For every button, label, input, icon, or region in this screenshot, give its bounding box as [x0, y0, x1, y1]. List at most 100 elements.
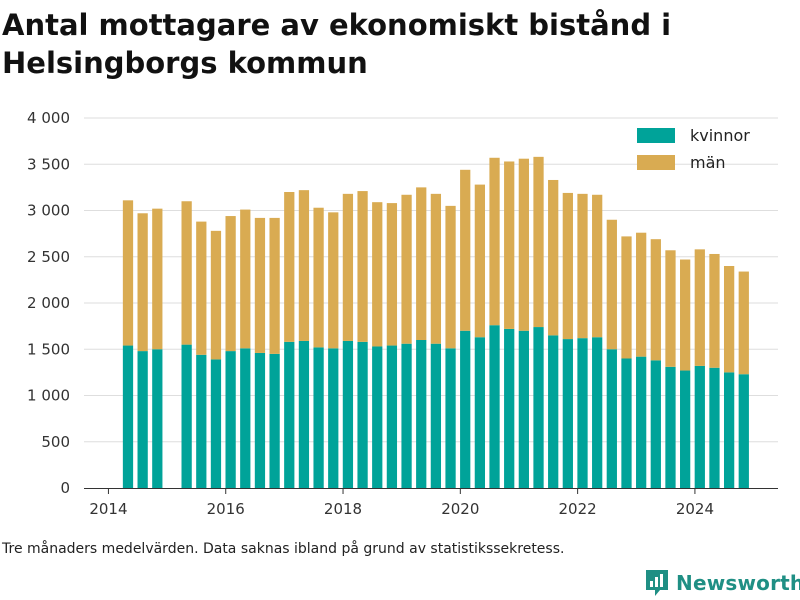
bar-män: [225, 216, 236, 352]
bar-män: [533, 156, 544, 328]
bar-kvinnor: [562, 339, 573, 488]
y-tick-label: 1 000: [27, 387, 70, 405]
bar-kvinnor: [372, 346, 383, 488]
bar-män: [254, 217, 266, 353]
bar-kvinnor: [665, 366, 676, 488]
bar-kvinnor: [137, 351, 148, 488]
bar-kvinnor: [709, 367, 720, 488]
bar-män: [401, 194, 412, 344]
bar-kvinnor: [386, 345, 398, 488]
bar-män: [284, 192, 295, 342]
bar-kvinnor: [152, 349, 163, 488]
bar-kvinnor: [621, 358, 632, 488]
bar-män: [152, 208, 163, 350]
y-tick-label: 2 000: [27, 294, 70, 312]
bar-kvinnor: [225, 351, 236, 488]
bar-män: [636, 232, 647, 357]
bar-kvinnor: [401, 343, 412, 488]
bar-män: [592, 194, 603, 338]
bar-kvinnor: [723, 372, 735, 488]
bar-män: [416, 187, 427, 340]
bar-kvinnor: [416, 340, 427, 488]
bar-män: [709, 253, 720, 368]
bar-kvinnor: [430, 343, 442, 488]
bar-män: [474, 184, 486, 338]
bar-män: [328, 212, 339, 349]
bar-män: [650, 239, 661, 361]
chart-title: Antal mottagare av ekonomiskt bistånd i …: [2, 8, 672, 80]
y-tick-label: 3 000: [27, 202, 70, 220]
legend-swatch-kvinnor: [637, 128, 675, 143]
bar-kvinnor: [504, 328, 515, 488]
bar-kvinnor: [533, 327, 544, 488]
bar-kvinnor: [489, 325, 500, 488]
bar-kvinnor: [548, 335, 559, 488]
x-tick-label: 2020: [441, 500, 479, 518]
bar-kvinnor: [342, 340, 354, 488]
legend-swatch-män: [637, 155, 675, 170]
y-tick-label: 3 500: [27, 155, 70, 173]
bar-män: [680, 259, 691, 371]
brand-logo: Newsworthy: [644, 566, 800, 600]
bar-män: [548, 179, 559, 336]
bar-kvinnor: [460, 330, 471, 488]
bar-män: [122, 200, 134, 346]
bar-kvinnor: [196, 354, 207, 488]
bar-män: [460, 169, 471, 331]
bar-kvinnor: [240, 348, 251, 488]
bar-män: [518, 158, 529, 331]
bar-män: [181, 201, 192, 345]
bar-män: [577, 193, 588, 339]
footnote: Tre månaders medelvärden. Data saknas ib…: [2, 541, 565, 557]
bar-män: [357, 191, 368, 342]
bar-kvinnor: [122, 345, 134, 488]
y-tick-label: 500: [41, 433, 70, 451]
x-tick-label: 2014: [89, 500, 127, 518]
bar-kvinnor: [474, 337, 486, 488]
newsworthy-logo-icon: [646, 570, 668, 596]
bar-män: [137, 213, 148, 352]
bar-män: [386, 203, 398, 346]
bar-män: [210, 230, 222, 360]
bar-män: [723, 266, 735, 373]
bar-kvinnor: [738, 374, 749, 488]
y-tick-label: 2 500: [27, 248, 70, 266]
y-tick-label: 4 000: [27, 109, 70, 127]
x-tick-label: 2024: [676, 500, 714, 518]
bar-män: [342, 193, 354, 341]
bar-kvinnor: [313, 347, 324, 488]
bar-män: [738, 271, 749, 375]
bar-kvinnor: [577, 338, 588, 488]
bar-kvinnor: [680, 370, 691, 488]
bar-kvinnor: [181, 344, 192, 488]
bar-kvinnor: [298, 340, 310, 488]
y-tick-label: 0: [60, 479, 70, 497]
bar-kvinnor: [592, 337, 603, 488]
bar-män: [504, 161, 515, 329]
bar-män: [298, 190, 310, 341]
x-tick-label: 2022: [559, 500, 597, 518]
axes: 0 500 1 000 1 500 2 000 2 500 3 000 3 500 4 000 2…: [27, 109, 778, 518]
legend: kvinnor män: [637, 126, 750, 172]
bar-män: [313, 207, 324, 348]
bar-kvinnor: [636, 356, 647, 488]
bar-kvinnor: [445, 348, 456, 488]
bar-kvinnor: [254, 352, 266, 488]
bar-kvinnor: [210, 359, 222, 488]
bar-män: [489, 157, 500, 326]
bar-kvinnor: [269, 353, 280, 488]
bar-män: [562, 192, 573, 340]
bar-kvinnor: [606, 349, 617, 488]
bar-män: [694, 249, 705, 366]
x-tick-label: 2018: [324, 500, 362, 518]
bar-kvinnor: [284, 341, 295, 488]
bar-kvinnor: [694, 365, 705, 488]
legend-label-män: män: [690, 153, 726, 172]
bars: [122, 156, 749, 488]
legend-label-kvinnor: kvinnor: [690, 126, 750, 145]
bar-män: [430, 193, 442, 344]
bar-kvinnor: [518, 330, 529, 488]
bar-män: [621, 236, 632, 359]
bar-kvinnor: [328, 348, 339, 488]
